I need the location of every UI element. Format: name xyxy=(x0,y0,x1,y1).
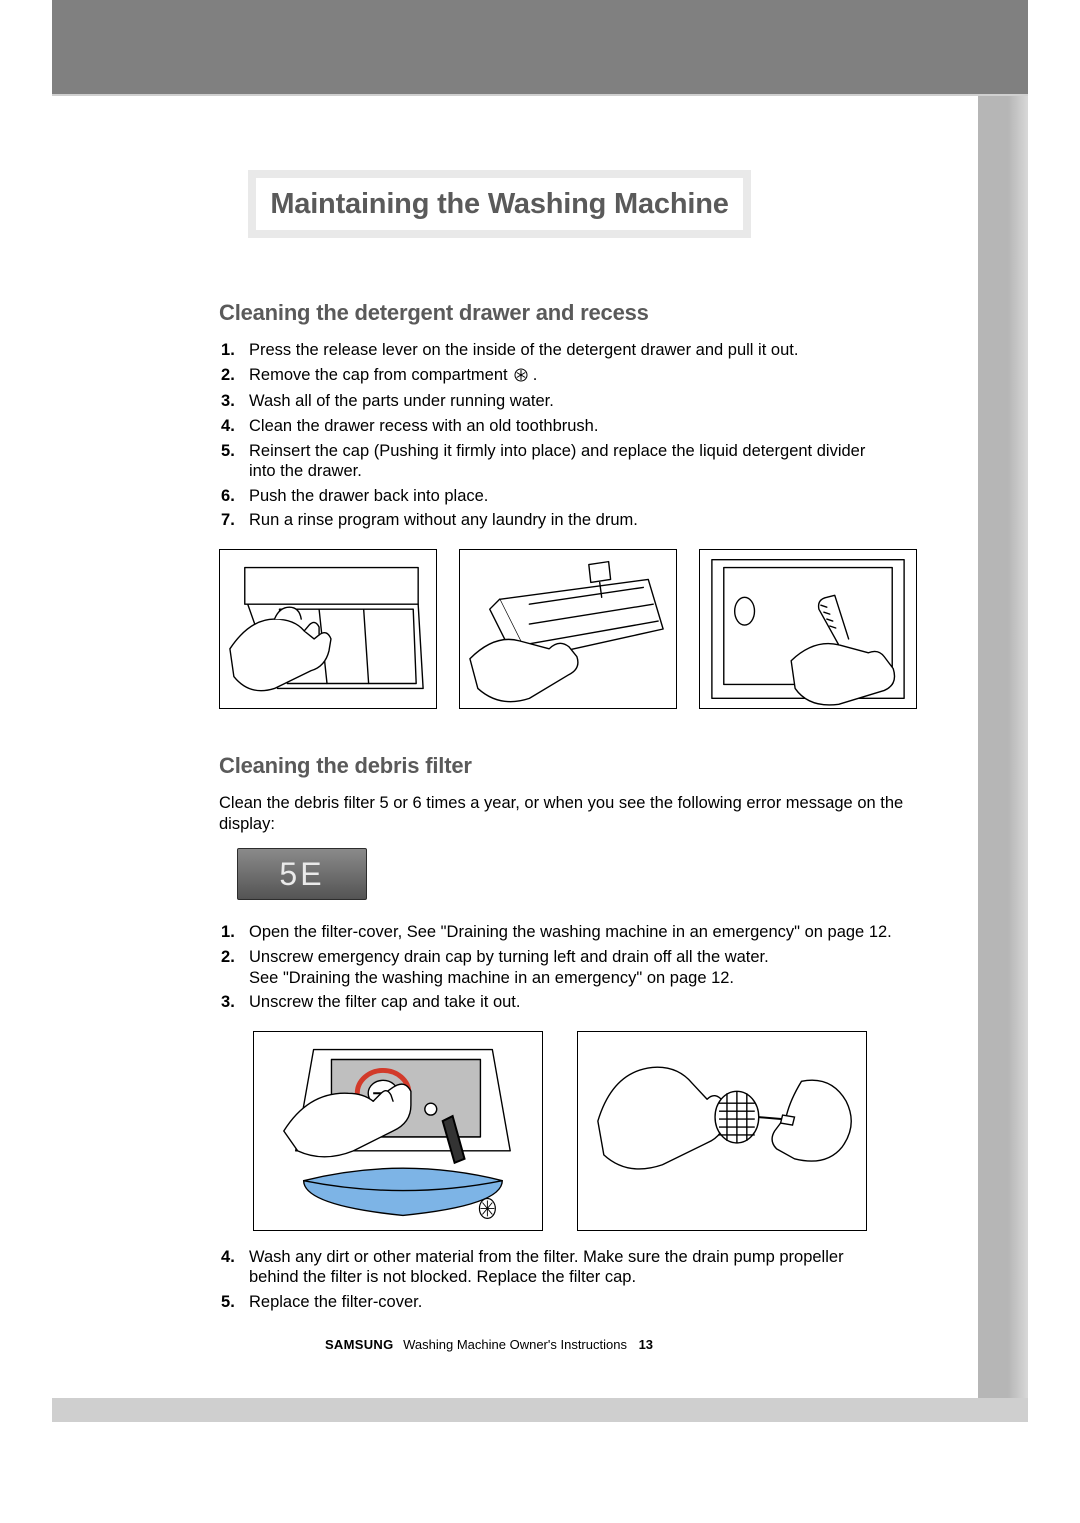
step-item: Clean the drawer recess with an old toot… xyxy=(243,416,945,437)
step-item: Unscrew emergency drain cap by turning l… xyxy=(243,947,945,988)
step-item: Push the drawer back into place. xyxy=(243,486,945,507)
chapter-tab: Maintaining the Washing Machine xyxy=(248,170,751,238)
step-text: Open the filter-cover, See "Draining the… xyxy=(249,923,892,941)
step-text: Reinsert the cap (Pushing it firmly into… xyxy=(249,442,865,460)
step-item: Wash all of the parts under running wate… xyxy=(243,391,945,412)
step-text: Press the release lever on the inside of… xyxy=(249,341,798,359)
figure-filter-unscrew xyxy=(253,1031,543,1231)
section2-intro: Clean the debris filter 5 or 6 times a y… xyxy=(219,793,945,834)
step-text: Remove the cap from compartment xyxy=(249,366,512,384)
step-item: Run a rinse program without any laundry … xyxy=(243,510,945,531)
error-display-icon: 5E xyxy=(237,848,367,900)
bottom-margin-shadow xyxy=(52,1398,1028,1422)
step-item: Press the release lever on the inside of… xyxy=(243,340,945,361)
step-text: Push the drawer back into place. xyxy=(249,487,488,505)
step-text-sub: behind the filter is not blocked. Replac… xyxy=(249,1267,945,1288)
error-code: 5E xyxy=(279,856,324,893)
page-top-rule xyxy=(52,94,1028,96)
footer-desc: Washing Machine Owner's Instructions xyxy=(403,1337,627,1352)
chapter-tab-inner: Maintaining the Washing Machine xyxy=(256,178,743,230)
step-text-sub: See "Draining the washing machine in an … xyxy=(249,968,945,989)
figure-drawer-wash xyxy=(459,549,677,709)
section1-steps: Press the release lever on the inside of… xyxy=(219,340,945,531)
section1-heading: Cleaning the detergent drawer and recess xyxy=(219,300,945,326)
step-text: Replace the filter-cover. xyxy=(249,1293,422,1311)
footer-brand: SAMSUNG xyxy=(325,1337,394,1352)
step-text: Unscrew emergency drain cap by turning l… xyxy=(249,948,769,966)
softener-compartment-icon xyxy=(514,367,528,388)
content-area: Cleaning the detergent drawer and recess… xyxy=(219,300,945,1331)
step-item: Remove the cap from compartment . xyxy=(243,365,945,388)
header-band xyxy=(52,0,1028,94)
figure-row-2 xyxy=(253,1031,945,1231)
figure-row-1 xyxy=(219,549,945,709)
page-footer: SAMSUNG Washing Machine Owner's Instruct… xyxy=(0,1337,978,1352)
step-text: Run a rinse program without any laundry … xyxy=(249,511,638,529)
step-item: Wash any dirt or other material from the… xyxy=(243,1247,945,1288)
figure-drawer-release xyxy=(219,549,437,709)
figure-recess-brush xyxy=(699,549,917,709)
figure-filter-clean xyxy=(577,1031,867,1231)
step-text: Unscrew the filter cap and take it out. xyxy=(249,993,520,1011)
step-text: Wash any dirt or other material from the… xyxy=(249,1248,844,1266)
step-item: Reinsert the cap (Pushing it firmly into… xyxy=(243,441,945,482)
section2-heading: Cleaning the debris filter xyxy=(219,753,945,779)
step-text-after: . xyxy=(533,366,538,384)
section2-steps-a: Open the filter-cover, See "Draining the… xyxy=(219,922,945,1013)
step-item: Replace the filter-cover. xyxy=(243,1292,945,1313)
footer-page-number: 13 xyxy=(639,1337,653,1352)
section2-steps-b: Wash any dirt or other material from the… xyxy=(219,1247,945,1313)
right-margin-shadow xyxy=(978,94,1028,1398)
chapter-title: Maintaining the Washing Machine xyxy=(270,188,728,221)
step-text-sub: into the drawer. xyxy=(249,461,945,482)
step-text: Wash all of the parts under running wate… xyxy=(249,392,554,410)
step-text: Clean the drawer recess with an old toot… xyxy=(249,417,598,435)
step-item: Unscrew the filter cap and take it out. xyxy=(243,992,945,1013)
step-item: Open the filter-cover, See "Draining the… xyxy=(243,922,945,943)
